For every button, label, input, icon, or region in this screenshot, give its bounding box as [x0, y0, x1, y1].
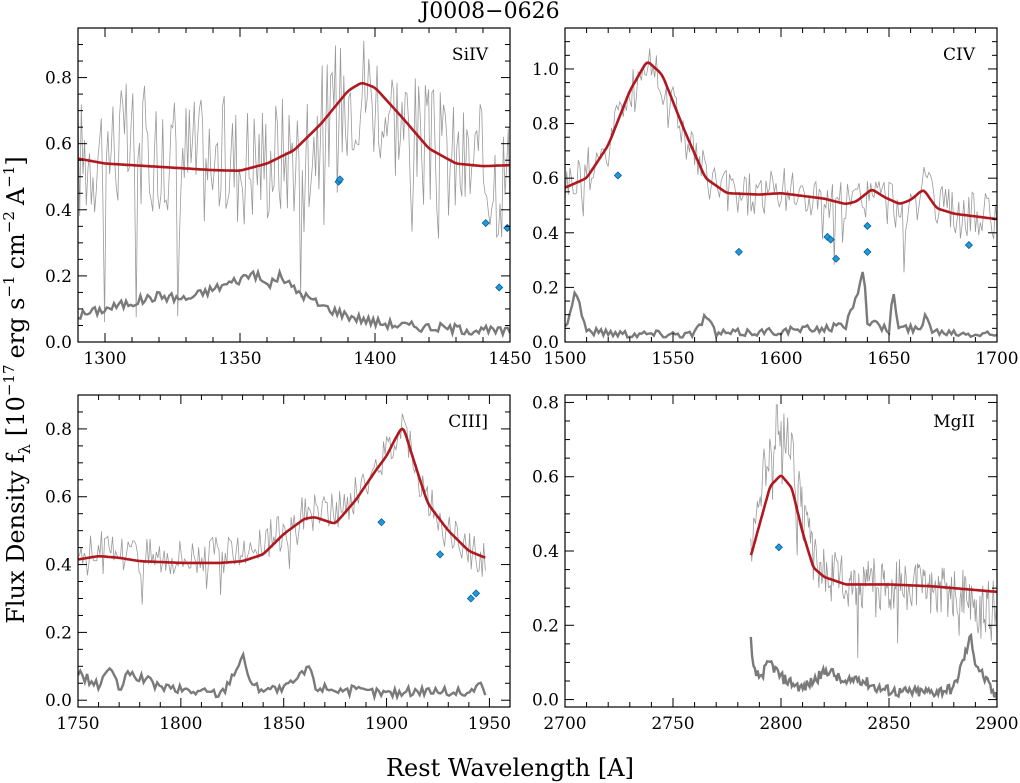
- figure-title: J0008−0626: [418, 0, 559, 24]
- emission-line-label: CIV: [943, 45, 976, 65]
- panel-frame-ciii: [77, 394, 511, 708]
- observed-spectrum-line: [565, 48, 997, 273]
- model-fit-line: [749, 474, 997, 594]
- observed-spectrum-line: [78, 40, 510, 323]
- model-fit-line: [565, 61, 997, 221]
- y-tick-label: 0.8: [45, 420, 72, 440]
- x-tick-label: 2900: [975, 714, 1018, 734]
- y-tick-label: 0.0: [532, 691, 559, 711]
- x-tick-label: 1300: [83, 349, 126, 369]
- y-axis-title-exp2: −1: [0, 275, 18, 297]
- error-spectrum-line: [565, 271, 997, 340]
- x-tick-label: 1900: [365, 714, 408, 734]
- x-tick-label: 1400: [353, 349, 396, 369]
- absorber-marker: [863, 247, 872, 256]
- absorber-marker: [471, 589, 481, 598]
- absorber-marker: [466, 594, 475, 603]
- y-axis-title-open: [10: [2, 396, 30, 436]
- y-tick-label: 0.0: [45, 333, 72, 353]
- x-tick-label: 1350: [218, 349, 261, 369]
- panel-mgii: 2700 2750 2800 2850 2900 0.0 0.2 0.4 0.6 0.8 MgII: [532, 393, 1019, 734]
- y-tick-label: 0.4: [45, 201, 72, 221]
- y-axis-title-exp3: −2: [0, 211, 18, 233]
- y-axis-title-A: A: [2, 187, 30, 206]
- plot-area: [749, 404, 997, 700]
- y-axis-title-exp1: −17: [0, 365, 18, 397]
- y-tick-label: 0.6: [532, 468, 559, 488]
- absorber-marker: [377, 518, 386, 527]
- observed-spectrum-line: [750, 404, 997, 659]
- y-tick-label: 0.6: [45, 135, 72, 155]
- y-axis-title-cm: cm: [2, 233, 30, 269]
- y-axis-title-main: Flux Density f: [2, 452, 30, 624]
- x-tick-label: 2850: [867, 714, 910, 734]
- x-tick-label: 1950: [468, 714, 511, 734]
- x-tick-label: 1750: [56, 714, 99, 734]
- panel-civ: 1500 1550 1600 1650 1700 0.0 0.2 0.4 0.6 0.8 1.0 CI…: [532, 27, 1019, 369]
- y-axis-title: Flux Density fλ[10−17erg s−1cm−2A−1]: [0, 156, 34, 624]
- absorber-marker: [495, 283, 504, 292]
- model-fit-line: [78, 427, 486, 565]
- y-tick-label: 0.8: [532, 393, 559, 413]
- y-axis-title-erg: erg s: [2, 298, 30, 359]
- absorber-marker: [734, 247, 743, 256]
- x-tick-label: 1850: [262, 714, 305, 734]
- y-tick-label: 1.0: [532, 60, 559, 80]
- error-spectrum-line: [78, 650, 487, 702]
- panel-frame-civ: [564, 27, 998, 343]
- emission-line-label: MgII: [933, 412, 975, 432]
- panel-frame-siiv: [77, 27, 511, 343]
- emission-line-label: CIII]: [448, 412, 488, 432]
- x-tick-label: 1700: [975, 349, 1018, 369]
- observed-spectrum-line: [78, 413, 486, 605]
- y-tick-label: 0.0: [532, 333, 559, 353]
- y-tick-label: 0.2: [45, 623, 72, 643]
- y-tick-label: 0.4: [532, 542, 559, 562]
- y-tick-label: 0.2: [532, 278, 559, 298]
- absorber-marker: [613, 171, 622, 180]
- absorber-marker: [435, 550, 445, 559]
- y-axis-title-sub: λ: [15, 444, 34, 454]
- emission-line-label: SiIV: [452, 45, 489, 65]
- panel-siiv: 1300 1350 1400 1450 0.0 0.2 0.4 0.6 0.8 SiIV: [45, 27, 532, 369]
- y-tick-label: 0.6: [532, 169, 559, 189]
- y-axis-title-exp4: −1: [0, 166, 18, 188]
- x-tick-label: 1800: [159, 714, 202, 734]
- x-axis-title: Rest Wavelength [A]: [386, 754, 634, 782]
- model-fit-line: [78, 82, 510, 172]
- absorber-marker: [335, 175, 344, 184]
- absorber-marker: [863, 221, 872, 231]
- panel-ciii: 1750 1800 1850 1900 1950 0.0 0.2 0.4 0.6 0.8 CIII]: [45, 394, 511, 734]
- error-spectrum-line: [78, 267, 510, 339]
- absorber-marker: [964, 241, 973, 250]
- x-tick-label: 1650: [867, 349, 910, 369]
- y-tick-label: 0.8: [45, 69, 72, 89]
- y-tick-label: 0.2: [532, 616, 559, 636]
- absorber-marker: [832, 254, 841, 263]
- absorber-marker: [774, 543, 783, 552]
- y-tick-label: 0.4: [45, 556, 72, 576]
- y-tick-label: 0.8: [532, 115, 559, 135]
- x-tick-label: 1550: [651, 349, 694, 369]
- x-tick-label: 1450: [488, 349, 531, 369]
- plot-area: [78, 40, 510, 339]
- absorber-marker: [826, 235, 835, 244]
- x-tick-label: 1500: [543, 349, 586, 369]
- y-axis-title-close: ]: [2, 156, 30, 165]
- y-tick-label: 0.0: [45, 691, 72, 711]
- y-tick-label: 0.2: [45, 267, 72, 287]
- x-tick-label: 2800: [759, 714, 802, 734]
- absorber-marker: [481, 218, 490, 228]
- error-spectrum-line: [749, 632, 997, 700]
- plot-area: [78, 413, 487, 702]
- plot-area: [565, 48, 997, 340]
- y-tick-label: 0.6: [45, 488, 72, 508]
- y-tick-label: 0.4: [532, 224, 559, 244]
- x-tick-label: 2700: [543, 714, 586, 734]
- x-tick-label: 2750: [651, 714, 694, 734]
- x-tick-label: 1600: [759, 349, 802, 369]
